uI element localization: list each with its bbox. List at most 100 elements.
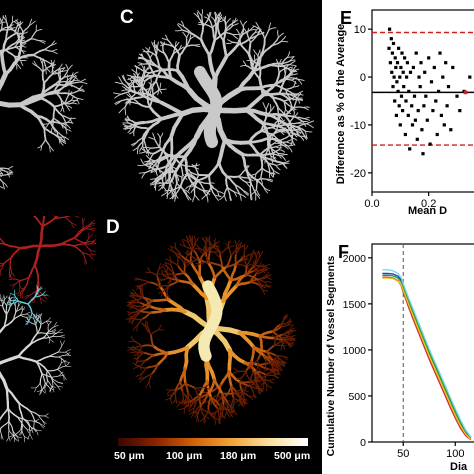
vessel-tree-segmented bbox=[0, 189, 97, 443]
chart-e-point bbox=[411, 65, 415, 70]
chart-e-point bbox=[389, 37, 393, 41]
chart-e-point bbox=[425, 118, 429, 122]
vessel-tree-gray bbox=[0, 294, 72, 443]
chart-e-point bbox=[393, 99, 397, 103]
chart-f-ytick-label: 500 bbox=[348, 391, 366, 403]
chart-e-point bbox=[468, 75, 472, 79]
chart-e-point bbox=[399, 94, 404, 98]
chart-e-point bbox=[404, 99, 408, 103]
chart-e-point bbox=[445, 104, 449, 108]
panel-label-f: F bbox=[338, 242, 349, 262]
chart-e-point bbox=[394, 65, 398, 70]
chart-e-ytick-label: 10 bbox=[354, 24, 366, 36]
chart-e-point bbox=[398, 75, 402, 79]
chart-f-xtick-label: 100 bbox=[446, 448, 464, 460]
chart-e-point bbox=[438, 51, 442, 55]
panel-b bbox=[0, 0, 96, 216]
chart-f-ytick-label: 1000 bbox=[343, 345, 367, 357]
chart-e-point bbox=[441, 75, 445, 79]
colorbar-label-100: 100 μm bbox=[166, 450, 203, 462]
chart-e-point bbox=[395, 80, 399, 84]
chart-e-point bbox=[435, 132, 439, 137]
chart-e-point bbox=[391, 85, 395, 89]
vessel-tree-render-c bbox=[113, 9, 315, 203]
chart-e-point bbox=[405, 61, 409, 65]
chart-f-x-axis-label: Dia bbox=[450, 461, 468, 473]
colorbar-label-180: 180 μm bbox=[220, 450, 257, 462]
chart-e-x-axis-label: Mean D bbox=[408, 205, 447, 217]
chart-e-point bbox=[417, 75, 421, 79]
chart-e-point bbox=[408, 147, 412, 151]
chart-e-point bbox=[400, 51, 404, 55]
chart-e-point bbox=[397, 104, 401, 108]
chart-e-ytick-label: 0 bbox=[360, 72, 366, 84]
chart-e-point bbox=[446, 85, 451, 89]
vessel-tree-b bbox=[0, 14, 88, 190]
chart-e-xtick-label: 0.2 bbox=[421, 198, 436, 210]
chart-e-point bbox=[406, 113, 410, 117]
panel-c: C bbox=[96, 0, 322, 216]
chart-f-series-line-3 bbox=[382, 277, 472, 440]
chart-e-point bbox=[390, 70, 394, 74]
chart-e-point bbox=[388, 61, 392, 65]
chart-e-ytick-label: -10 bbox=[350, 120, 366, 132]
chart-e-point bbox=[449, 128, 453, 132]
chart-e-point bbox=[420, 128, 424, 132]
chart-f-ytick-label: 1500 bbox=[343, 299, 367, 311]
chart-e-point bbox=[418, 85, 422, 89]
chart-f-y-axis-label: Cumulative Number of Vessel Segments bbox=[325, 255, 337, 456]
chart-e-y-axis-label: Difference as % of the Average bbox=[335, 24, 347, 185]
chart-f-xtick-label: 50 bbox=[397, 448, 409, 460]
chart-e-point bbox=[442, 123, 446, 127]
chart-e-point bbox=[405, 75, 409, 79]
chart-e-point bbox=[388, 27, 392, 31]
panel-label-d: D bbox=[106, 217, 120, 238]
chart-e-point bbox=[422, 104, 426, 108]
chart-e-point bbox=[390, 51, 394, 55]
bland-altman-chart: E Difference as % of the Average Mean D … bbox=[335, 8, 474, 217]
panel-label-c: C bbox=[120, 7, 134, 28]
panel-f: F Cumulative Number of Vessel Segments D… bbox=[322, 230, 474, 474]
chart-e-point bbox=[408, 70, 413, 74]
chart-f-series-line-1 bbox=[382, 274, 472, 439]
chart-e-frame bbox=[371, 9, 474, 193]
chart-e-point bbox=[421, 152, 425, 156]
chart-e-point bbox=[434, 99, 438, 103]
chart-e-point bbox=[393, 56, 397, 60]
chart-e-point bbox=[414, 51, 418, 55]
chart-e-point bbox=[427, 56, 431, 60]
chart-e-point bbox=[392, 75, 396, 79]
chart-e-point bbox=[396, 89, 400, 93]
chart-e-point bbox=[458, 109, 462, 113]
diameter-colorbar bbox=[118, 438, 308, 446]
chart-f-plot: 2000 1500 1000 500 0 50 100 bbox=[343, 243, 474, 460]
chart-e-ytick-label: -20 bbox=[350, 168, 366, 180]
chart-e-point bbox=[402, 85, 406, 89]
chart-e-point bbox=[413, 118, 417, 122]
chart-e-point bbox=[391, 41, 396, 46]
panel-b-lower bbox=[0, 189, 97, 474]
chart-e-point bbox=[403, 56, 407, 60]
chart-e-point bbox=[407, 89, 411, 93]
chart-e-point bbox=[387, 46, 391, 50]
vessel-tree-d bbox=[125, 235, 297, 425]
chart-e-point bbox=[394, 113, 398, 117]
chart-e-point bbox=[437, 89, 441, 93]
chart-f-frame bbox=[371, 243, 474, 443]
chart-e-point bbox=[398, 123, 402, 127]
chart-e-point bbox=[428, 142, 432, 146]
chart-e-plot: 10 0 -10 -20 0.0 0.2 bbox=[350, 9, 474, 210]
panel-label-e: E bbox=[340, 8, 352, 28]
vessel-tree-cyan bbox=[6, 285, 48, 326]
chart-f-series-line-4 bbox=[382, 269, 472, 438]
chart-e-point bbox=[429, 80, 434, 84]
chart-e-point bbox=[395, 61, 400, 65]
chart-e-point bbox=[432, 65, 436, 70]
chart-e-point bbox=[410, 123, 415, 127]
chart-e-point bbox=[431, 109, 435, 113]
vessel-tree-c bbox=[113, 9, 315, 203]
colorbar-label-500: 500 μm bbox=[274, 450, 311, 462]
chart-f-ytick-label: 2000 bbox=[343, 253, 367, 265]
cumulative-segments-chart: F Cumulative Number of Vessel Segments D… bbox=[325, 242, 474, 473]
